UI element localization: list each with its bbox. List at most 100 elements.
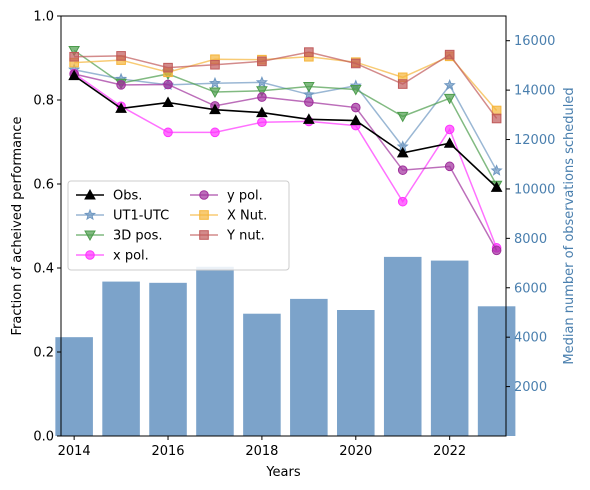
data-point-2018: [257, 117, 267, 128]
y-right-tick-label: 2000: [514, 380, 547, 395]
plot-frame: [60, 15, 507, 437]
data-point-2022: [444, 124, 455, 135]
legend-label: 3D pos.: [113, 229, 163, 244]
data-point-2017: [210, 59, 220, 70]
bar-2017: [196, 266, 234, 436]
data-point-2018: [256, 106, 268, 118]
series-y-nut-: [69, 47, 502, 124]
bar-2020: [337, 310, 375, 436]
data-point-2022: [444, 161, 455, 172]
series-line: [74, 51, 498, 119]
bar-2019: [290, 298, 328, 436]
bar-2023: [477, 306, 516, 436]
bar-2015: [102, 281, 140, 436]
legend: Obs. UT1-UTC 3D pos. x pol. y pol. X Nut. Y nu…: [67, 180, 290, 271]
y-right-tick-label: 4000: [514, 331, 547, 346]
data-point-2019: [304, 97, 314, 107]
y-tick-label: 0.2: [33, 346, 54, 361]
series-line: [73, 72, 498, 249]
data-point-2018: [257, 92, 267, 102]
left-y-axis: 0.0 0.2 0.4 0.6 0.8 1.0: [33, 10, 61, 445]
data-point-2017: [209, 103, 221, 115]
data-point-2016: [162, 96, 174, 108]
y-tick-label: 0.8: [33, 94, 54, 109]
series-y-pol-: [69, 69, 502, 256]
data-point-2021: [396, 146, 409, 158]
legend-label: Y nut.: [226, 229, 265, 244]
y-tick-label: 0.4: [33, 262, 54, 277]
series-lines-layer: [68, 45, 503, 256]
data-point-2022: [443, 137, 456, 148]
data-point-2014: [68, 69, 80, 81]
data-point-2014: [69, 51, 79, 62]
legend-entry: Y nut.: [190, 229, 265, 244]
x-axis-title: Years: [265, 465, 301, 480]
data-point-2015: [115, 102, 127, 113]
legend-marker: [83, 208, 97, 221]
legend-marker: [85, 250, 95, 260]
data-point-2018: [256, 86, 268, 97]
legend-label: x pol.: [113, 249, 149, 264]
data-point-2020: [350, 102, 361, 113]
legend-entry: Obs.: [76, 189, 142, 204]
x-tick-label: 2018: [245, 444, 278, 459]
data-point-2022: [444, 49, 455, 60]
data-point-2017: [210, 127, 220, 138]
data-point-2016: [163, 127, 173, 138]
legend-entry: X Nut.: [190, 209, 267, 224]
data-point-2023: [490, 181, 503, 192]
bar-2021: [383, 256, 422, 436]
data-point-2023: [491, 245, 502, 256]
bar-2022: [430, 260, 469, 436]
legend-marker: [199, 190, 209, 200]
data-point-2023: [491, 113, 502, 124]
bar-2014: [55, 337, 93, 436]
data-point-2017: [208, 76, 221, 89]
legend-label: UT1-UTC: [113, 209, 169, 224]
data-point-2019: [304, 47, 314, 57]
right-y-axis: 2000 4000 6000 8000 10000 12000 14000 16000: [506, 34, 555, 395]
series-line: [73, 49, 498, 186]
data-point-2014: [68, 45, 80, 57]
data-point-2017: [209, 87, 221, 99]
data-point-2023: [490, 164, 503, 176]
legend-marker: [84, 230, 96, 242]
y-right-tick-label: 12000: [514, 133, 555, 148]
x-tick-label: 2014: [58, 444, 91, 459]
y-right-tick-label: 8000: [514, 232, 547, 247]
data-point-2021: [397, 165, 408, 175]
x-tick-label: 2016: [151, 444, 184, 459]
data-point-2018: [255, 76, 268, 88]
data-point-2016: [163, 62, 173, 73]
data-point-2019: [302, 88, 315, 100]
legend-entry: UT1-UTC: [76, 209, 169, 224]
right-y-axis-title: Median number of observations scheduled: [562, 87, 577, 364]
y-right-tick-label: 16000: [514, 34, 555, 49]
data-point-2022: [443, 78, 456, 91]
data-point-2016: [163, 79, 173, 90]
series-line: [74, 55, 498, 111]
legend-entry: 3D pos.: [76, 229, 163, 244]
y-right-tick-label: 10000: [514, 182, 555, 197]
legend-entry: x pol.: [76, 249, 149, 264]
data-point-2022: [443, 93, 456, 105]
series-x-nut-: [69, 51, 502, 116]
bar-2018: [243, 313, 281, 436]
y-tick-label: 0.6: [33, 178, 54, 193]
y-tick-label: 0.0: [33, 430, 54, 445]
data-point-2020: [349, 85, 362, 96]
legend-marker: [199, 210, 209, 220]
legend-label: y pol.: [227, 189, 263, 204]
legend-marker: [84, 188, 96, 200]
data-point-2021: [397, 79, 408, 89]
data-point-2020: [349, 114, 362, 126]
bar-2016: [149, 282, 187, 436]
legend-box: [67, 180, 290, 271]
series-line: [73, 74, 498, 188]
data-point-2021: [397, 196, 408, 207]
data-point-2018: [257, 56, 267, 67]
legend-marker: [199, 230, 209, 240]
data-point-2015: [116, 80, 126, 90]
x-tick-label: 2022: [433, 444, 466, 459]
